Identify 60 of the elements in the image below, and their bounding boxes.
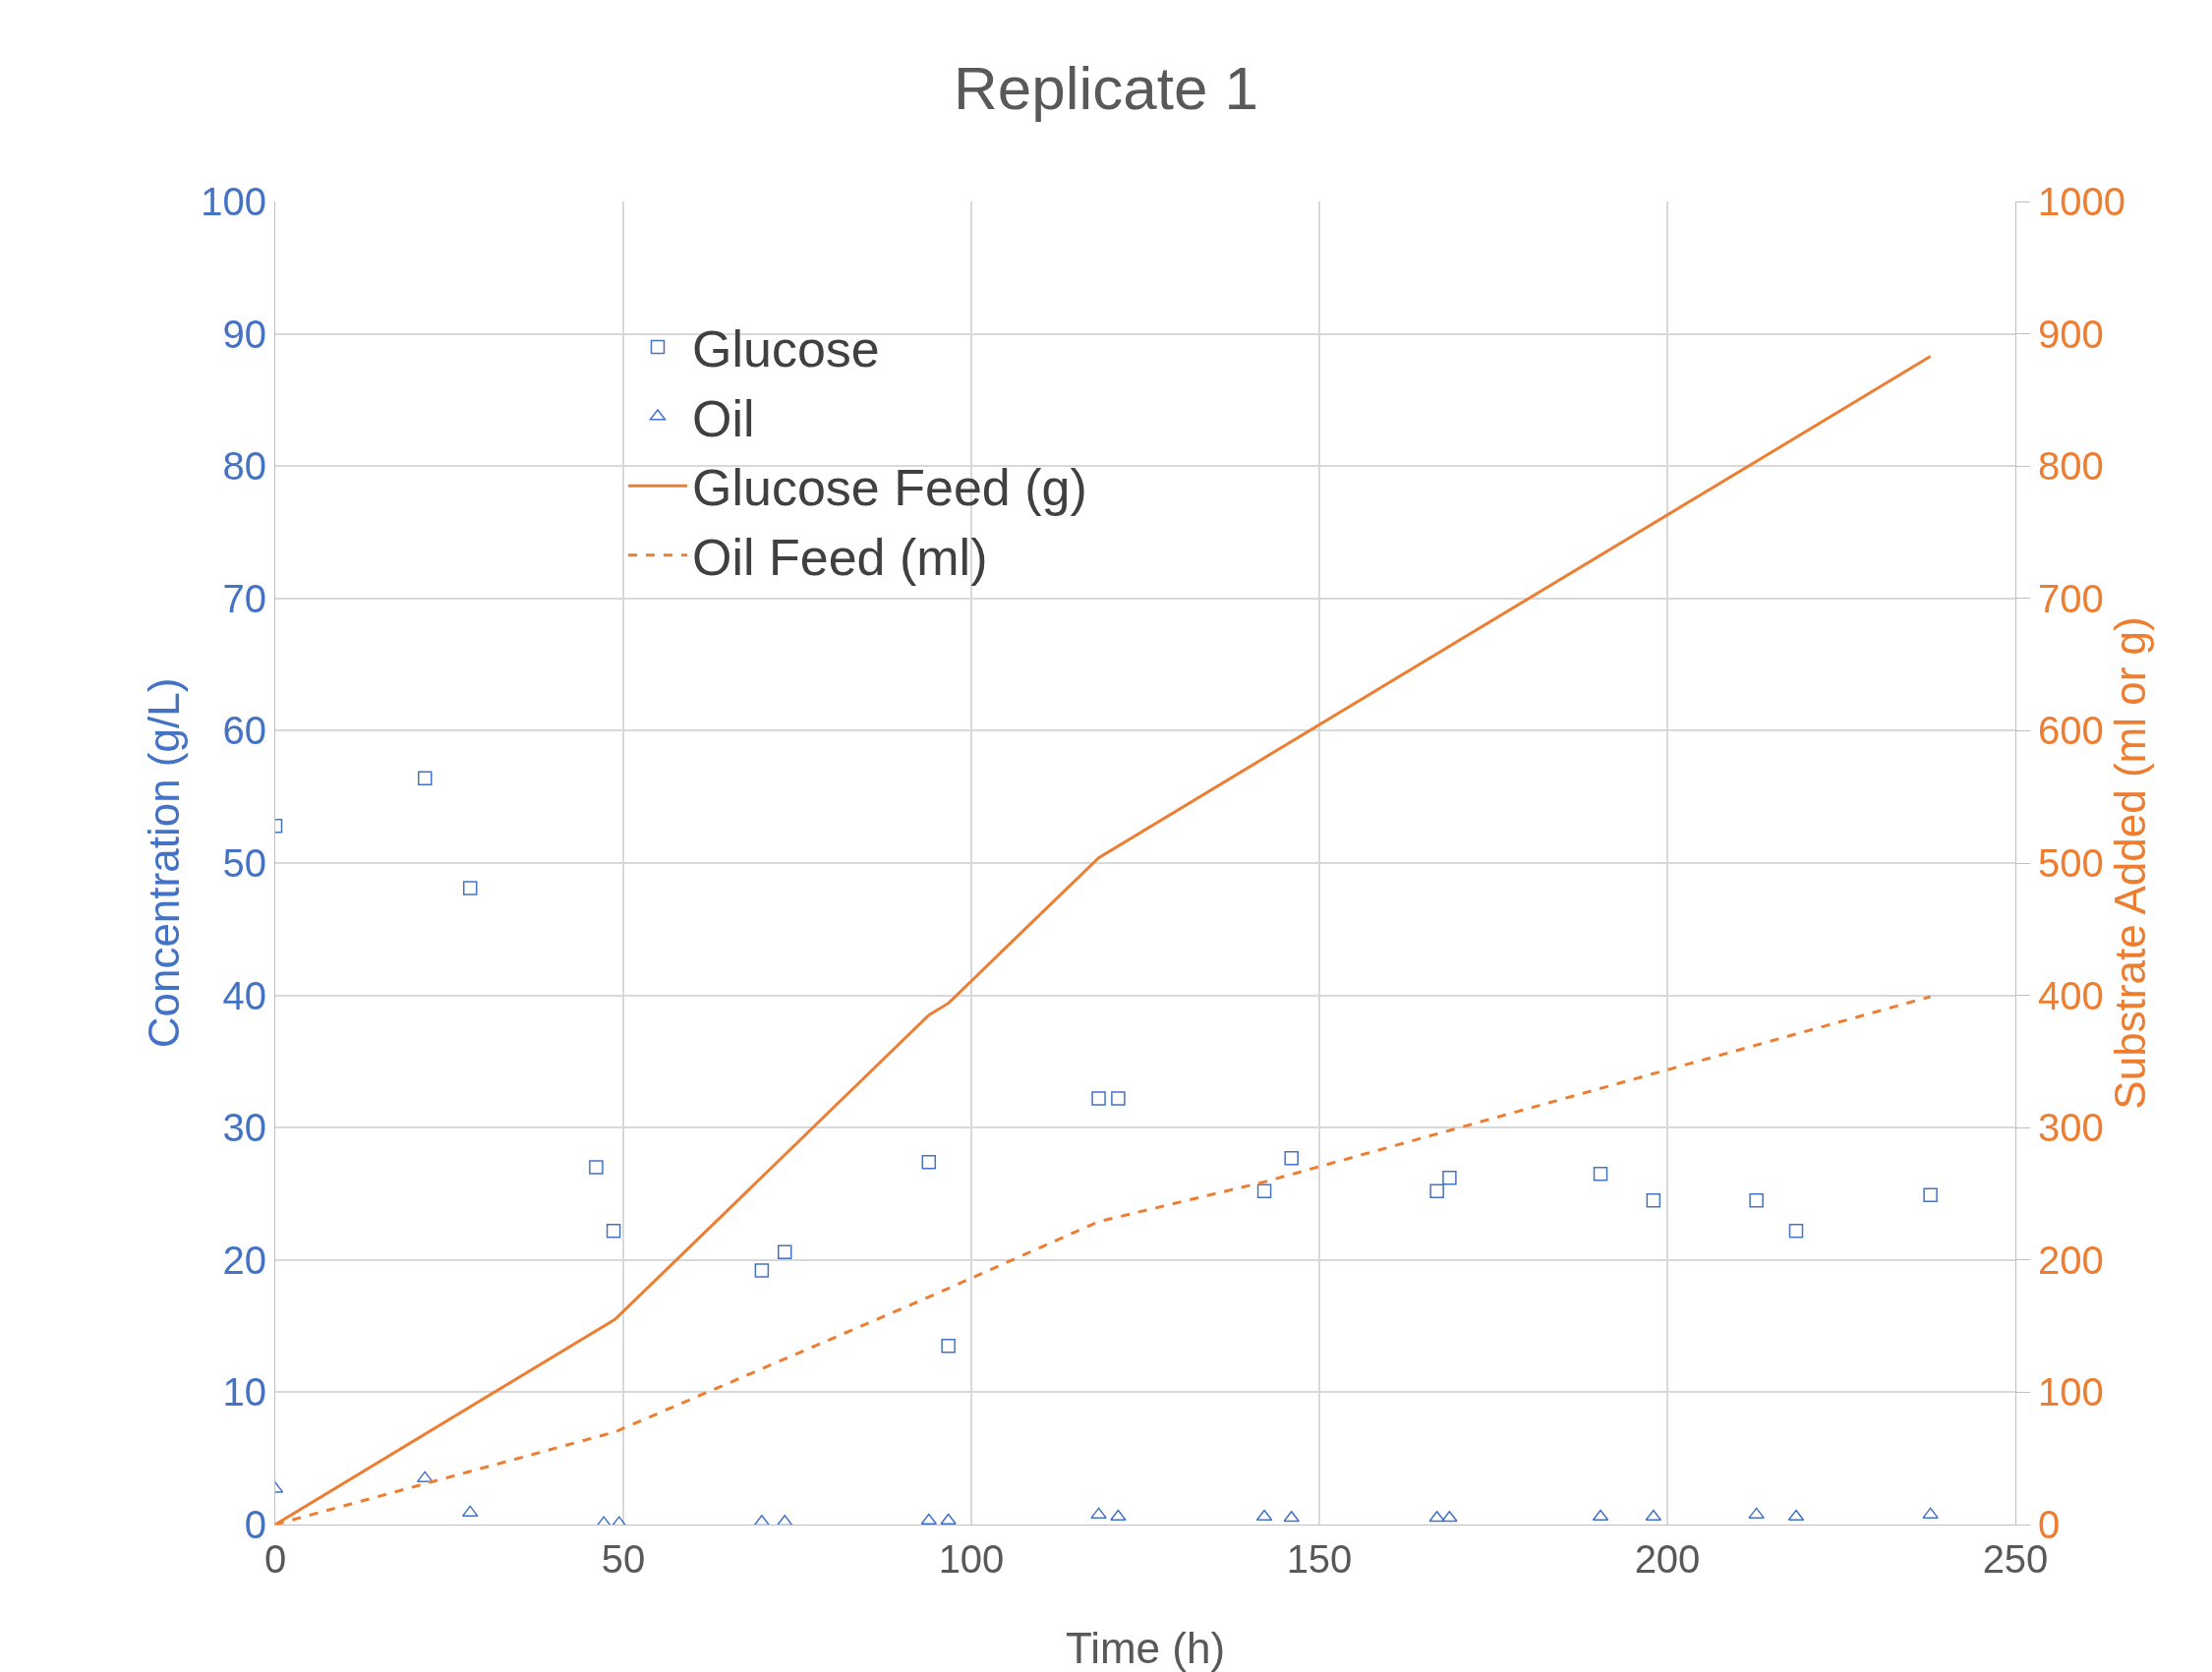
- point: [1646, 1192, 1661, 1208]
- point: [606, 1223, 621, 1239]
- y-tick-label: 80: [222, 444, 266, 489]
- point: [1442, 1171, 1457, 1185]
- point: [1749, 1192, 1764, 1208]
- point: [1284, 1150, 1299, 1166]
- point: [1090, 1507, 1107, 1519]
- point: [1441, 1511, 1458, 1523]
- y-tick-label: 30: [222, 1106, 266, 1150]
- x-axis-title: Time (h): [1065, 1624, 1226, 1672]
- y2-tick-label: 100: [2038, 1370, 2104, 1414]
- point: [1923, 1187, 1938, 1203]
- y-tick-label: 0: [244, 1503, 266, 1546]
- y-tick-label: 100: [201, 180, 266, 223]
- y2-tick-label: 1000: [2038, 180, 2125, 223]
- x-tick-label: 100: [938, 1537, 1005, 1581]
- y-tick-label: 60: [222, 709, 266, 753]
- legend-label: Glucose Feed (g): [692, 459, 1087, 517]
- point: [462, 881, 478, 895]
- y2-tick-label: 600: [2038, 709, 2104, 753]
- legend-label: Oil Feed (ml): [692, 529, 988, 587]
- point: [1111, 1091, 1126, 1106]
- point: [1922, 1507, 1939, 1519]
- y-axis-title: Concentration (g/L): [140, 677, 188, 1049]
- point: [1429, 1183, 1444, 1199]
- point: [1428, 1511, 1445, 1523]
- y2-tick-label: 700: [2038, 576, 2104, 620]
- legend-label: Glucose: [692, 320, 880, 378]
- x-tick-label: 150: [1286, 1537, 1353, 1581]
- y-tick-label: 50: [222, 841, 266, 885]
- point: [941, 1339, 956, 1354]
- x-tick-label: 200: [1634, 1537, 1701, 1581]
- y2-tick-label: 300: [2038, 1106, 2104, 1150]
- y2-tick-label: 400: [2038, 973, 2104, 1017]
- y-tick-label: 90: [222, 312, 266, 356]
- point: [1110, 1509, 1127, 1521]
- legend-label: Oil: [692, 389, 755, 447]
- y-tick-label: 70: [222, 576, 266, 620]
- chart-title: Replicate 1: [953, 54, 1259, 123]
- y2-tick-label: 800: [2038, 444, 2104, 489]
- point: [417, 771, 433, 786]
- y2-tick-label: 900: [2038, 312, 2104, 356]
- point: [1593, 1167, 1608, 1182]
- y-tick-label: 20: [222, 1238, 266, 1282]
- point: [1256, 1183, 1272, 1199]
- y2-tick-label: 200: [2038, 1238, 2104, 1282]
- point: [1283, 1511, 1300, 1523]
- point: [1091, 1091, 1106, 1106]
- point: [778, 1244, 792, 1259]
- point: [921, 1154, 937, 1170]
- x-tick-label: 50: [601, 1537, 646, 1581]
- point: [940, 1513, 957, 1525]
- point: [1788, 1223, 1804, 1239]
- y-tick-label: 40: [222, 973, 266, 1017]
- point: [1748, 1507, 1765, 1519]
- point: [754, 1263, 770, 1278]
- point: [589, 1160, 604, 1175]
- y2-tick-label: 500: [2038, 841, 2104, 885]
- y2-axis-title: Substrate Added (ml or g): [2105, 616, 2154, 1110]
- y-tick-label: 10: [222, 1370, 266, 1414]
